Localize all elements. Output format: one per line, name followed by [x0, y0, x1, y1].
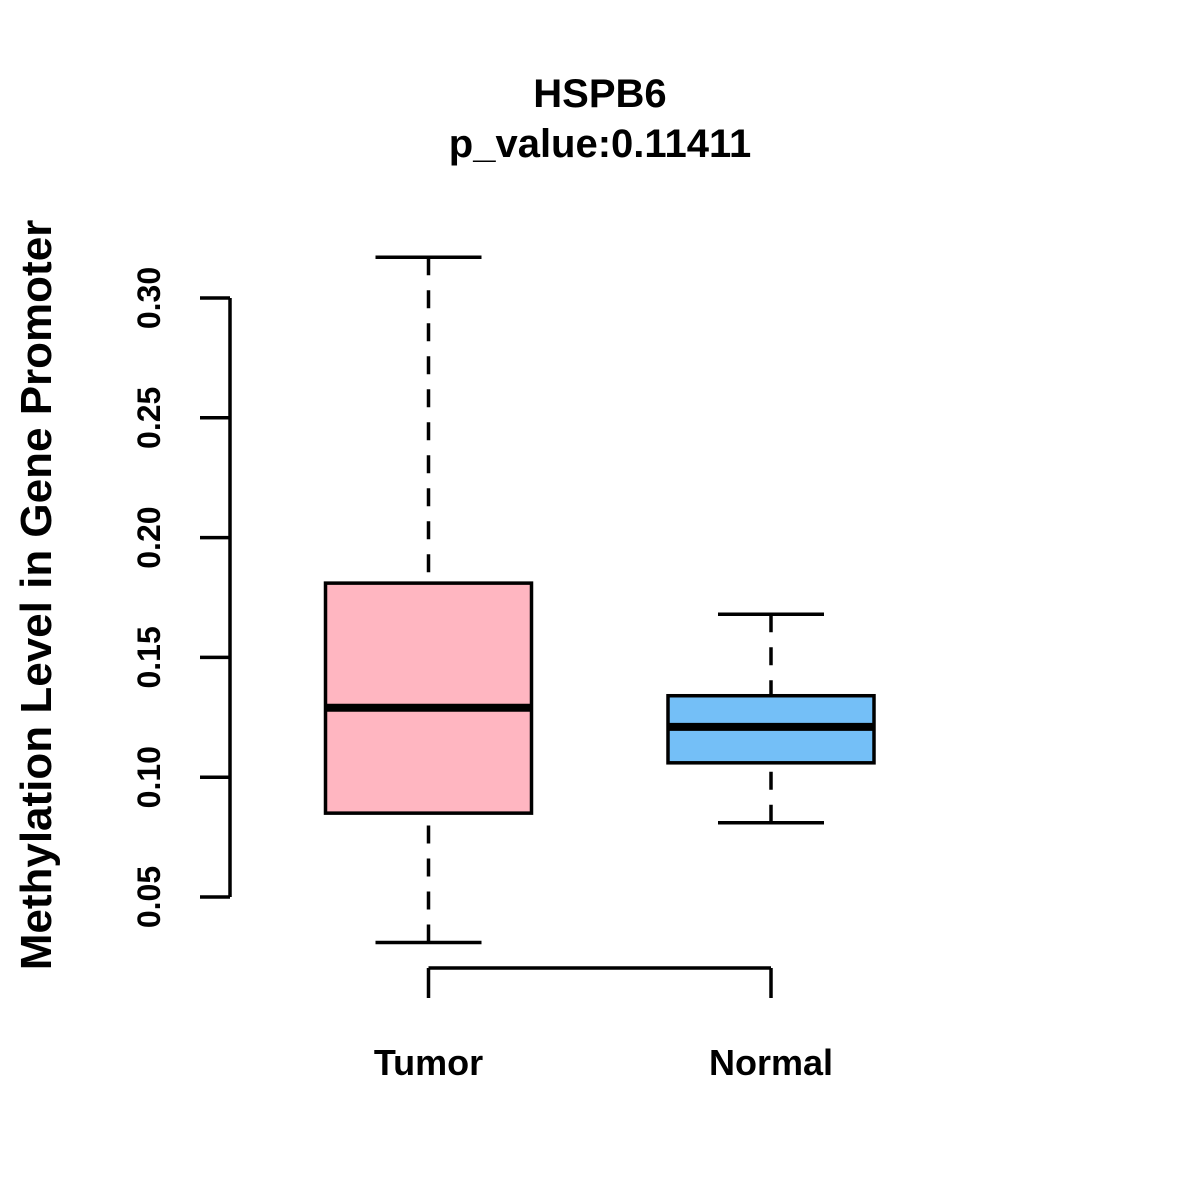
- x-category-label-tumor: Tumor: [374, 1042, 483, 1083]
- box-tumor: [323, 581, 534, 815]
- x-category-label-normal: Normal: [709, 1042, 833, 1083]
- y-tick-label: 0.20: [131, 506, 167, 568]
- chart-subtitle: p_value:0.11411: [448, 122, 752, 166]
- y-tick-label: 0.05: [131, 866, 167, 928]
- y-tick-label: 0.15: [131, 626, 167, 688]
- chart-title: HSPB6: [533, 72, 667, 116]
- y-tick-label: 0.30: [131, 267, 167, 329]
- y-tick-label: 0.25: [131, 387, 167, 449]
- y-tick-label: 0.10: [131, 746, 167, 808]
